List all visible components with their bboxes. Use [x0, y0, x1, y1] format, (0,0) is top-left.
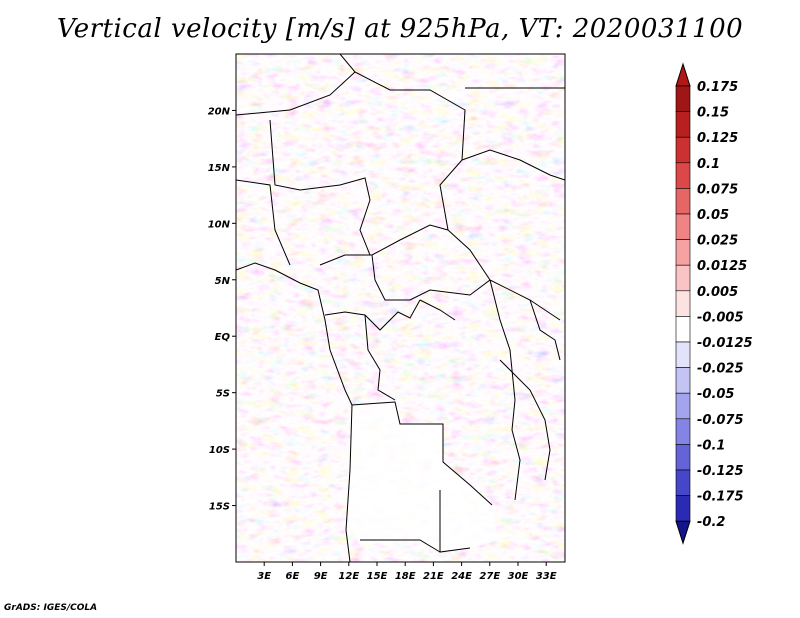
colorbar-swatch [675, 162, 691, 189]
colorbar-swatch [675, 111, 691, 138]
colorbar-label: 0.075 [697, 182, 738, 197]
missing-data-region [348, 402, 498, 552]
lat-tick-label: 5N [215, 276, 231, 287]
colorbar-swatch [675, 392, 691, 420]
lon-tick-label: 3E [257, 571, 271, 582]
map-frame [235, 53, 566, 563]
lon-tick-label: 27E [479, 571, 500, 582]
colorbar-swatch [675, 213, 691, 240]
colorbar-label: -0.075 [697, 413, 744, 428]
colorbar-swatch [675, 341, 691, 368]
lat-tick-label: 5S [216, 389, 230, 400]
lon-tick-label: 6E [286, 571, 300, 582]
colorbar-swatch [675, 136, 691, 164]
chart-title: Vertical velocity [m/s] at 925hPa, VT: 2… [56, 14, 744, 44]
lat-tick-label: 15S [209, 502, 230, 513]
colorbar-swatch [675, 290, 691, 317]
colorbar-label: -0.125 [697, 464, 744, 479]
colorbar-swatch [675, 367, 691, 394]
colorbar-label: 0.15 [697, 106, 729, 121]
country-borders [236, 54, 565, 562]
colorbar-label: -0.025 [697, 362, 744, 377]
lon-tick-label: 24E [451, 571, 472, 582]
colorbar-label: -0.2 [697, 515, 725, 530]
colorbar-label: 0.025 [697, 234, 738, 249]
lat-tick-label: 15N [208, 163, 231, 174]
lat-tick-label: 20N [208, 106, 231, 117]
colorbar-label: 0.1 [697, 157, 720, 172]
lat-tick-label: 10S [209, 445, 230, 456]
lon-tick-label: 15E [367, 571, 388, 582]
colorbar-label: 0.125 [697, 131, 738, 146]
colorbar-top-arrow [675, 62, 691, 87]
colorbar-swatch [675, 264, 691, 292]
colorbar-swatch [675, 316, 691, 343]
map-panel [235, 53, 566, 563]
grads-credit: GrADS: IGES/COLA [4, 603, 98, 613]
lon-tick-label: 33E [536, 571, 557, 582]
colorbar-swatch [675, 85, 691, 112]
colorbar-label: -0.05 [697, 387, 734, 402]
colorbar-label: -0.005 [697, 310, 744, 325]
colorbar-label: 0.005 [697, 285, 738, 300]
colorbar-swatch [675, 495, 691, 522]
lon-tick-label: 9E [314, 571, 328, 582]
lat-tick-label: 10N [208, 219, 231, 230]
lon-tick-label: 12E [338, 571, 359, 582]
lon-tick-label: 21E [423, 571, 444, 582]
colorbar-label: -0.1 [697, 438, 725, 453]
colorbar-label: -0.0125 [697, 336, 753, 351]
colorbar-swatch [675, 418, 691, 445]
colorbar-swatch [675, 444, 691, 471]
lon-tick-label: 18E [395, 571, 416, 582]
colorbar-bottom-arrow [675, 520, 691, 545]
colorbar-label: -0.175 [697, 490, 744, 505]
colorbar-swatch [675, 469, 691, 496]
latitude-axis: 20N 15N 10N 5N EQ 5S 10S 15S [208, 106, 236, 513]
lon-tick-label: 30E [508, 571, 529, 582]
colorbar-swatch [675, 239, 691, 266]
lat-tick-label: EQ [215, 332, 231, 343]
colorbar-label: 0.05 [697, 208, 729, 223]
colorbar-swatch [675, 188, 691, 215]
colorbar-label: 0.175 [697, 80, 738, 95]
longitude-axis: 3E 6E 9E 12E 15E 18E 21E 24E 27E 30E 33E [257, 562, 557, 582]
colorbar-label: 0.0125 [697, 259, 747, 274]
colorbar: 0.175 0.15 0.125 0.1 0.075 0.05 0.025 0.0125 0.0… [675, 62, 753, 545]
